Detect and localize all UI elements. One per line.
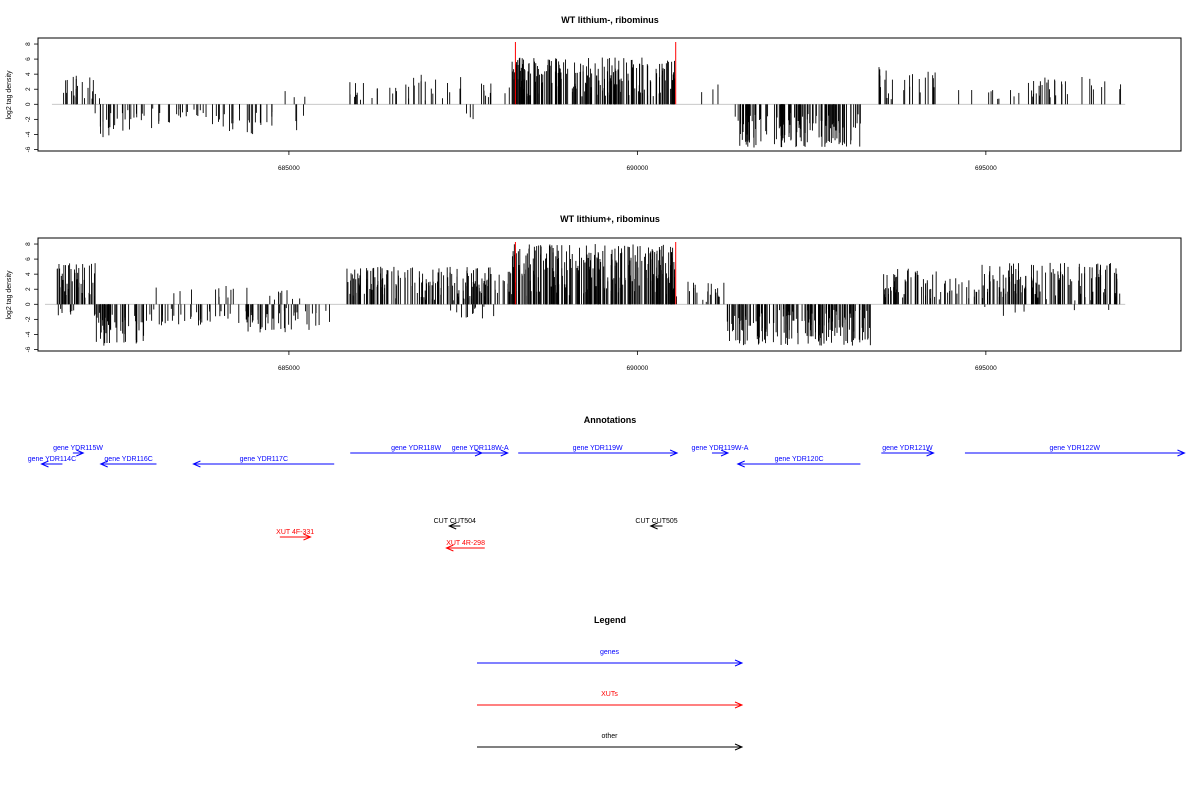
arrow-left-icon xyxy=(736,460,745,468)
y-axis-label: log2 tag density xyxy=(6,70,13,120)
feature-label: gene YDR120C xyxy=(775,456,824,463)
gene-features: gene YDR115W gene YDR114C gene YDR116C gene… xyxy=(28,445,1186,468)
x-tick-label: 690000 xyxy=(627,365,649,372)
feature-label: gene YDR114C xyxy=(28,456,76,463)
y-tick-label: 2 xyxy=(25,287,32,291)
y-tick-label: 4 xyxy=(25,72,32,76)
axes: 8 6 4 2 0 -2 -4 -6 685000 690000 695000 xyxy=(25,242,997,372)
y-tick-label: 8 xyxy=(25,242,32,246)
y-tick-label: 0 xyxy=(25,102,32,106)
arrow-left-icon xyxy=(649,522,658,530)
cut-feature: CUT CUT505 xyxy=(635,518,678,530)
arrow-left-icon xyxy=(445,544,454,552)
annotation-title: Annotations xyxy=(584,415,637,425)
y-tick-label: -2 xyxy=(25,116,32,122)
y-axis-label: log2 tag density xyxy=(6,270,13,320)
legend-title: Legend xyxy=(594,615,626,625)
feature-label: gene YDR118W xyxy=(391,445,441,452)
cut-feature: CUT CUT504 xyxy=(434,518,476,530)
y-tick-label: 2 xyxy=(25,87,32,91)
feature-label: CUT CUT505 xyxy=(635,518,677,525)
feature-label: gene YDR116C xyxy=(104,456,152,463)
arrow-right-icon xyxy=(926,449,935,457)
y-tick-label: 6 xyxy=(25,257,32,261)
arrow-right-icon xyxy=(720,449,730,457)
gene-feature: gene YDR119W-A xyxy=(692,445,749,457)
other-features: CUT CUT504 CUT CUT505 XUT 4F-331 XUT 4R-298 xyxy=(276,518,678,552)
x-tick-label: 685000 xyxy=(278,165,300,172)
legend-item: genes xyxy=(477,649,744,667)
panel-title: WT lithium-, ribominus xyxy=(561,15,659,25)
gene-feature: gene YDR120C xyxy=(736,456,861,468)
gene-feature: gene YDR117C xyxy=(192,456,335,468)
arrow-left-icon xyxy=(447,522,457,530)
y-tick-label: 0 xyxy=(25,302,32,306)
legend-items: genes XUTs other xyxy=(477,649,744,751)
plot-frame xyxy=(37,237,1182,352)
feature-label: CUT CUT504 xyxy=(434,518,476,525)
feature-label: gene YDR118W-A xyxy=(452,445,509,452)
y-tick-label: -6 xyxy=(25,146,32,152)
axes: 8 6 4 2 0 -2 -4 -6 685000 690000 695000 xyxy=(25,42,997,172)
feature-label: gene YDR122W xyxy=(1049,445,1100,452)
y-tick-label: -4 xyxy=(25,331,32,337)
feature-label: gene YDR121W xyxy=(882,445,933,452)
arrow-right-icon xyxy=(1177,449,1186,457)
x-tick-label: 695000 xyxy=(975,165,997,172)
arrow-left-icon xyxy=(192,460,201,468)
arrow-left-icon xyxy=(40,460,49,468)
arrow-right-icon xyxy=(734,659,744,667)
legend: Legend genes XUTs other xyxy=(477,615,744,751)
panel-title: WT lithium+, ribominus xyxy=(560,214,660,224)
feature-label: XUT 4F-331 xyxy=(276,529,314,536)
highlight-lines xyxy=(514,242,677,305)
feature-label: gene YDR119W-A xyxy=(692,445,749,452)
x-tick-label: 685000 xyxy=(278,365,300,372)
legend-label: XUTs xyxy=(601,691,618,698)
arrow-right-icon xyxy=(669,449,679,457)
plot-frame xyxy=(37,37,1182,152)
gene-feature: gene YDR116C xyxy=(99,456,157,468)
y-tick-label: -4 xyxy=(25,131,32,137)
y-tick-label: 4 xyxy=(25,272,32,276)
gene-feature: gene YDR119W xyxy=(518,445,679,457)
feature-label: gene YDR119W xyxy=(573,445,623,452)
xut-feature: XUT 4R-298 xyxy=(445,540,485,552)
highlight-lines xyxy=(514,42,677,105)
coverage-panel-lithium-minus: WT lithium-, ribominus log2 tag density … xyxy=(6,15,1182,172)
arrow-left-icon xyxy=(99,460,108,468)
legend-item: XUTs xyxy=(477,691,744,709)
gene-feature: gene YDR114C xyxy=(28,456,76,468)
gene-feature: gene YDR121W xyxy=(881,445,935,457)
gene-feature: gene YDR118W-A xyxy=(452,445,510,457)
legend-item: other xyxy=(477,733,744,751)
bar-series xyxy=(44,244,1126,346)
xut-feature: XUT 4F-331 xyxy=(276,529,314,541)
feature-label: gene YDR117C xyxy=(240,456,288,463)
arrow-right-icon xyxy=(734,701,744,709)
gene-feature: gene YDR122W xyxy=(964,445,1186,457)
legend-label: genes xyxy=(600,649,620,656)
x-tick-label: 695000 xyxy=(975,365,997,372)
y-tick-label: -6 xyxy=(25,346,32,352)
arrow-right-icon xyxy=(303,533,312,541)
arrow-right-icon xyxy=(734,743,744,751)
bar-series xyxy=(51,57,1126,148)
arrow-right-icon xyxy=(76,449,85,457)
arrow-right-icon xyxy=(500,449,510,457)
y-tick-label: -2 xyxy=(25,316,32,322)
coverage-panel-lithium-plus: WT lithium+, ribominus log2 tag density … xyxy=(6,214,1182,372)
feature-label: gene YDR115W xyxy=(53,445,103,452)
feature-label: XUT 4R-298 xyxy=(446,540,485,547)
legend-label: other xyxy=(602,733,619,740)
gene-feature: gene YDR115W xyxy=(53,445,103,457)
y-tick-label: 6 xyxy=(25,57,32,61)
x-tick-label: 690000 xyxy=(627,165,649,172)
y-tick-label: 8 xyxy=(25,42,32,46)
